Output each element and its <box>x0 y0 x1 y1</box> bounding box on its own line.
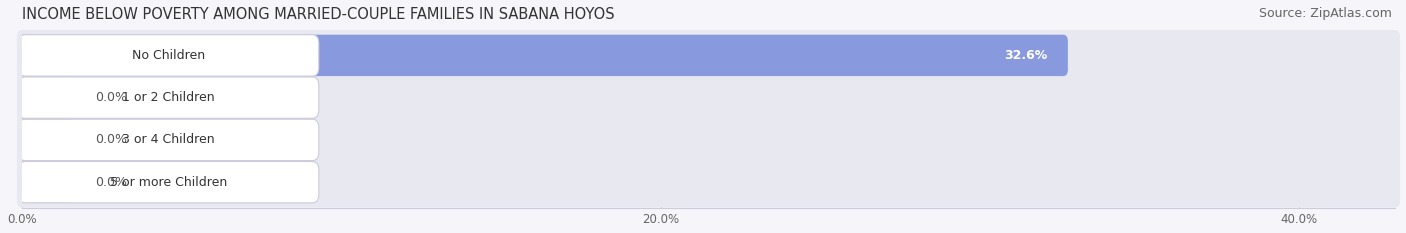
FancyBboxPatch shape <box>17 157 1400 208</box>
Text: 3 or 4 Children: 3 or 4 Children <box>122 134 215 146</box>
FancyBboxPatch shape <box>18 119 319 161</box>
FancyBboxPatch shape <box>17 77 75 118</box>
FancyBboxPatch shape <box>17 161 75 203</box>
Text: No Children: No Children <box>132 49 205 62</box>
Text: 1 or 2 Children: 1 or 2 Children <box>122 91 215 104</box>
Text: 0.0%: 0.0% <box>96 91 127 104</box>
FancyBboxPatch shape <box>18 161 319 203</box>
Text: 5 or more Children: 5 or more Children <box>110 176 228 189</box>
FancyBboxPatch shape <box>17 30 1400 81</box>
Text: Source: ZipAtlas.com: Source: ZipAtlas.com <box>1258 7 1392 20</box>
FancyBboxPatch shape <box>18 35 319 76</box>
FancyBboxPatch shape <box>17 115 1400 165</box>
Text: INCOME BELOW POVERTY AMONG MARRIED-COUPLE FAMILIES IN SABANA HOYOS: INCOME BELOW POVERTY AMONG MARRIED-COUPL… <box>21 7 614 22</box>
Text: 0.0%: 0.0% <box>96 134 127 146</box>
FancyBboxPatch shape <box>17 119 75 161</box>
Text: 0.0%: 0.0% <box>96 176 127 189</box>
Text: 32.6%: 32.6% <box>1004 49 1047 62</box>
FancyBboxPatch shape <box>17 72 1400 123</box>
FancyBboxPatch shape <box>17 35 1067 76</box>
FancyBboxPatch shape <box>18 77 319 118</box>
